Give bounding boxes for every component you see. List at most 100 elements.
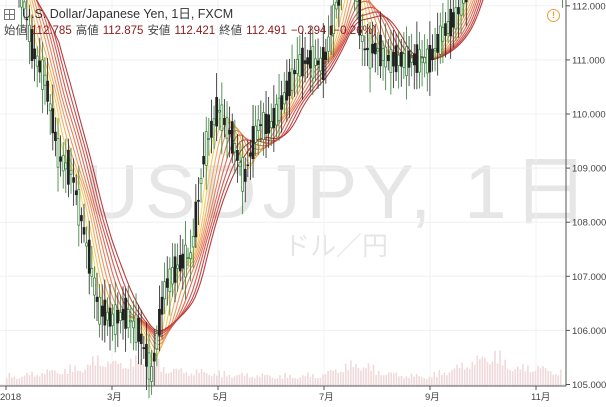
volume-bar <box>499 350 501 386</box>
candle-body <box>38 60 42 73</box>
candle-body <box>454 7 458 30</box>
candle-body <box>246 164 250 167</box>
volume-bar <box>243 375 246 386</box>
candle-body <box>293 70 297 75</box>
volume-bar <box>79 371 81 386</box>
volume-bar <box>463 369 466 386</box>
volume-bar <box>41 373 44 386</box>
volume-bar <box>226 376 228 386</box>
candle-body <box>61 155 65 172</box>
candle-body <box>51 108 55 134</box>
candle-body <box>272 107 276 129</box>
volume-bar <box>473 364 476 386</box>
volume-bar <box>223 371 226 386</box>
candle-body <box>433 48 437 52</box>
candle-body <box>22 1 26 10</box>
candle-body <box>360 34 364 42</box>
candle-body <box>67 149 70 185</box>
volume-bar <box>188 375 190 386</box>
volume-bar <box>114 360 117 386</box>
candle-body <box>249 152 252 157</box>
candle-body <box>269 121 273 129</box>
candle-body <box>337 0 341 6</box>
candle-body <box>93 277 96 296</box>
volume-bar <box>195 369 198 386</box>
candle-body <box>262 112 265 140</box>
volume-bar <box>524 371 527 386</box>
volume-bar <box>43 374 46 386</box>
volume-bar <box>228 375 231 386</box>
candle-body <box>464 0 468 3</box>
candle-body <box>431 48 434 60</box>
open-label: 始値 <box>4 25 27 37</box>
volume-bar <box>102 366 104 386</box>
volume-bar <box>504 359 506 386</box>
ma-line <box>35 0 478 338</box>
volume-bar <box>51 369 54 386</box>
volume-bar <box>549 371 552 386</box>
volume-bar <box>529 372 532 386</box>
x-tick-label: 2018 <box>0 392 21 403</box>
ma-line <box>31 0 472 350</box>
volume-bar <box>233 376 236 386</box>
volume-bar <box>203 371 205 386</box>
candle-body <box>132 320 135 329</box>
candle-body <box>41 59 44 90</box>
volume-bar <box>107 361 109 386</box>
candle-body <box>171 267 174 285</box>
candle-body <box>189 252 192 259</box>
volume-bar <box>208 374 210 386</box>
candle-body <box>35 55 39 67</box>
volume-bar <box>489 364 491 386</box>
volume-bar <box>170 372 173 386</box>
candle-body <box>438 25 442 55</box>
candle-body <box>384 46 388 68</box>
volume-bar <box>405 376 408 386</box>
volume-bar <box>64 368 66 386</box>
volume-bar <box>261 373 264 386</box>
y-tick-label: 108.000 <box>572 218 606 229</box>
candle-body <box>275 103 278 126</box>
candle-body <box>25 18 29 21</box>
volume-bar <box>382 375 385 386</box>
volume-bar <box>425 378 428 386</box>
candle-body <box>423 57 427 64</box>
candles <box>18 0 563 399</box>
candle-body <box>366 47 369 51</box>
symbol-info-icon[interactable] <box>4 9 15 20</box>
volume-bar <box>547 370 549 386</box>
alert-icon[interactable]: ! <box>547 9 560 22</box>
volume-bar <box>31 371 33 386</box>
volume-bar <box>251 376 253 386</box>
ma-line <box>35 0 480 335</box>
volume-bar <box>56 373 59 386</box>
volume-bar <box>175 368 178 386</box>
candle-body <box>145 343 148 367</box>
volume-bar <box>104 366 107 386</box>
candle-body <box>428 45 432 73</box>
candle-body <box>163 281 166 300</box>
ma-line <box>26 0 468 363</box>
volume-bar <box>124 368 127 386</box>
volume-bar <box>486 361 489 386</box>
candle-body <box>236 150 239 161</box>
candle-body <box>418 49 421 73</box>
ohlc-row: 始値 112.785 高値 112.875 安値 112.421 終値 112.… <box>4 23 377 40</box>
candle-body <box>308 50 312 69</box>
volume-bar <box>453 368 456 386</box>
candle-body <box>451 12 455 28</box>
candle-body <box>405 46 408 76</box>
volume-bar <box>367 363 370 386</box>
candle-body <box>306 57 310 65</box>
volume-bar <box>213 373 216 386</box>
volume-bar <box>294 378 296 386</box>
volume-bar <box>314 378 317 386</box>
volume-bar <box>145 367 147 386</box>
volume-bar <box>119 362 122 386</box>
volume-bar <box>301 375 304 386</box>
open-value: 112.785 <box>31 25 72 37</box>
candle-body <box>106 311 109 321</box>
volume-bar <box>400 375 403 386</box>
